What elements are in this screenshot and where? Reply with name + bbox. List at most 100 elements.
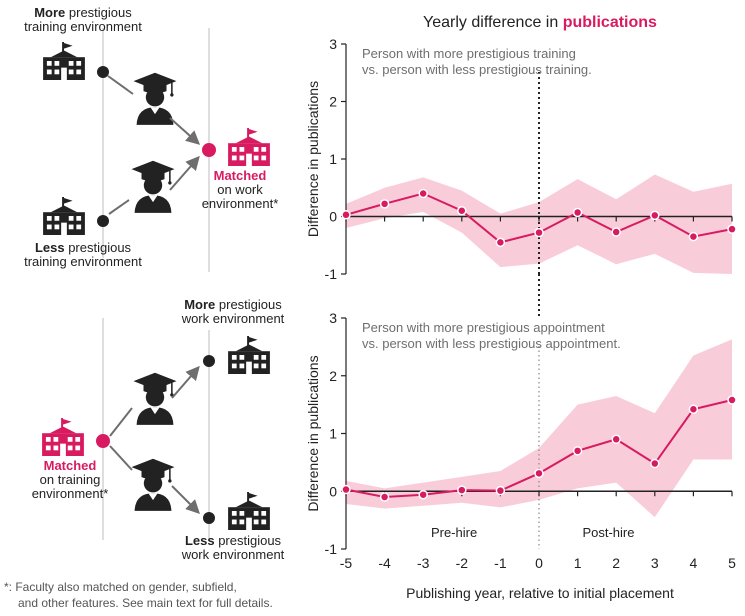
- x-tick-label: -4: [378, 555, 391, 571]
- pre-hire-label: Pre-hire: [431, 525, 477, 540]
- matched-label: Matched: [44, 458, 97, 473]
- data-point: [457, 485, 467, 495]
- node-dot: [97, 215, 109, 227]
- y-tick-label: -1: [325, 266, 338, 282]
- chart-top: -1 0 1 2 3 Difference in publications Person w…: [305, 36, 737, 282]
- data-point: [611, 227, 621, 237]
- arrow-line: [171, 365, 200, 399]
- data-point: [611, 434, 621, 445]
- y-tick-label: 2: [329, 368, 337, 384]
- data-point: [418, 489, 428, 500]
- y-tick-label: 3: [329, 310, 337, 326]
- more-prestigious-label-line2: work environment: [181, 311, 285, 326]
- arrow-line: [169, 155, 200, 191]
- matched-label: Matched: [214, 168, 267, 183]
- matched-label-line2: on work: [217, 182, 263, 197]
- node-dot: [203, 355, 215, 367]
- annotation-line2: vs. person with less prestigious appoint…: [362, 336, 621, 351]
- less-prestigious-label: Less prestigious: [185, 533, 282, 548]
- top-diagram: More prestigious training environment Ma…: [24, 5, 278, 272]
- connector-line: [109, 407, 133, 437]
- x-tick-label: 4: [690, 555, 698, 571]
- matched-node-dot: [202, 143, 216, 157]
- y-axis-label: Difference in publications: [305, 81, 321, 237]
- graduate-icon: [132, 371, 178, 426]
- school-building-icon: [43, 197, 85, 235]
- school-building-icon: [228, 128, 270, 166]
- data-point: [727, 224, 737, 234]
- annotation-line1: Person with more prestigious training: [362, 46, 576, 61]
- data-point: [341, 210, 351, 220]
- arrow-line: [169, 117, 201, 145]
- post-hire-label: Post-hire: [582, 525, 634, 540]
- data-point: [688, 231, 699, 242]
- x-tick-label: 3: [651, 555, 659, 571]
- data-point: [457, 206, 467, 216]
- school-building-icon: [228, 492, 270, 530]
- x-tick-label: -3: [417, 555, 430, 571]
- x-tick-label: -5: [340, 555, 353, 571]
- more-prestigious-label: More prestigious: [184, 297, 282, 312]
- data-point: [727, 395, 737, 405]
- graduate-icon: [130, 159, 176, 214]
- y-tick-label: 3: [329, 36, 337, 52]
- connector-line: [109, 445, 133, 471]
- data-point: [418, 188, 428, 199]
- annotation-line2: vs. person with less prestigious trainin…: [362, 62, 592, 77]
- figure-title: Yearly difference in publications: [423, 14, 657, 31]
- graduate-icon: [132, 71, 178, 126]
- footnote-line1: *: Faculty also matched on gender, subfi…: [4, 580, 237, 594]
- annotation-line1: Person with more prestigious appointment: [362, 320, 605, 335]
- x-tick-label: 2: [612, 555, 620, 571]
- less-prestigious-label-line2: training environment: [24, 254, 142, 269]
- arrow-line: [171, 485, 200, 514]
- y-tick-label: -1: [325, 541, 338, 557]
- matched-label-line2: on training: [40, 472, 101, 487]
- school-building-icon: [42, 418, 84, 456]
- confidence-band: [346, 339, 732, 518]
- y-tick-label: 0: [329, 209, 337, 225]
- node-dot: [203, 512, 215, 524]
- more-prestigious-label: More prestigious: [34, 5, 132, 20]
- more-prestigious-label-line2: training environment: [24, 19, 142, 34]
- x-axis-label: Publishing year, relative to initial pla…: [406, 585, 674, 601]
- less-prestigious-label-line2: work environment: [181, 547, 285, 562]
- y-tick-label: 0: [329, 483, 337, 499]
- data-point: [341, 484, 351, 495]
- x-tick-label: -1: [494, 555, 507, 571]
- bottom-diagram: More prestigious work environment Matche…: [32, 297, 285, 562]
- x-tick-label: 1: [574, 555, 582, 571]
- school-building-icon: [43, 42, 85, 80]
- x-tick-label: 5: [728, 555, 736, 571]
- chart-bottom: -1 0 1 2 3 Difference in publications Person w…: [305, 310, 737, 571]
- connector-line: [107, 75, 134, 95]
- footnote-line2: and other features. See main text for fu…: [18, 596, 273, 610]
- data-point: [495, 485, 506, 496]
- data-point: [572, 207, 583, 218]
- y-tick-label: 1: [329, 426, 337, 442]
- data-point: [534, 227, 544, 238]
- data-point: [534, 468, 544, 479]
- data-point: [495, 237, 506, 248]
- data-point: [572, 446, 583, 456]
- matched-label-line3: environment*: [32, 486, 109, 501]
- school-building-icon: [228, 336, 270, 374]
- x-tick-label: -2: [456, 555, 469, 571]
- data-point: [379, 199, 390, 209]
- y-tick-label: 2: [329, 94, 337, 110]
- graduate-icon: [130, 457, 176, 512]
- data-point: [379, 492, 390, 502]
- data-point: [688, 404, 699, 414]
- confidence-band: [346, 174, 732, 274]
- connector-line: [108, 199, 130, 215]
- y-axis-label: Difference in publications: [305, 355, 321, 511]
- data-point: [650, 210, 660, 221]
- y-tick-label: 1: [329, 151, 337, 167]
- data-point: [650, 458, 660, 469]
- x-tick-label: 0: [535, 555, 543, 571]
- matched-node-dot: [96, 434, 110, 448]
- less-prestigious-label: Less prestigious: [35, 240, 132, 255]
- node-dot: [97, 66, 109, 78]
- matched-label-line3: environment*: [202, 196, 279, 211]
